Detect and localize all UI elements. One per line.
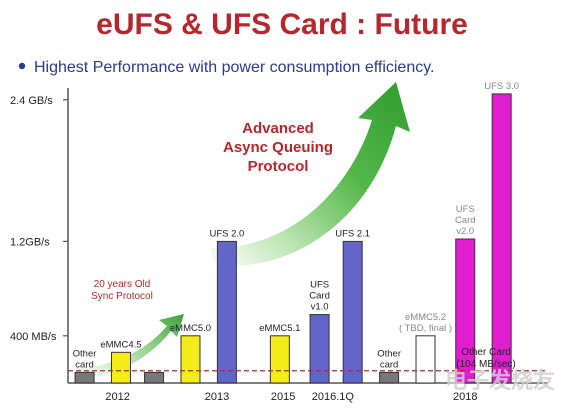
x-tick-label: 2018: [453, 391, 477, 403]
async-protocol-annotation: Async Queuing: [223, 139, 333, 156]
sync-protocol-annotation: Sync Protocol: [91, 291, 153, 302]
y-tick-label: 1.2GB/s: [10, 236, 50, 248]
bar-ufs-card-v10: [309, 314, 330, 384]
bar-label-ufs-card-v10: Card: [309, 291, 330, 302]
x-tick-labels: 2012 2013 2015 2016.1Q 2018: [105, 391, 477, 403]
bar-emmc50: [180, 335, 201, 384]
bar-label-ufs-card-v10: v1.0: [311, 302, 329, 313]
x-tick-label: 2016.1Q: [312, 391, 355, 403]
baseline-label: Other Card: [461, 347, 510, 358]
watermark: 电子发烧友: [445, 368, 555, 394]
bar-label-emmc50: eMMC5.0: [170, 323, 211, 334]
bar-label-ufs-card-v20: v2.0: [456, 226, 474, 237]
async-protocol-annotation: Protocol: [248, 158, 309, 175]
x-tick-label: 2012: [105, 391, 129, 403]
bar-emmc45: [110, 351, 131, 384]
bar-label-ufs-card-v10: UFS: [310, 280, 329, 291]
bar-emmc52: [415, 335, 436, 384]
bar-gray-2013: [144, 371, 165, 384]
bar-label-emmc52: eMMC5.2: [405, 312, 446, 323]
bars: [74, 93, 512, 384]
bar-label-ufs20: UFS 2.0: [209, 228, 244, 239]
bar-ufs-card-v20: [455, 238, 476, 384]
bar-label-other-card-2016: Other: [377, 348, 401, 359]
baseline-label: (104 MB/sec): [456, 359, 515, 370]
bar-label-other-card-2016: card: [380, 359, 398, 370]
baseline-group: Other Card(104 MB/sec): [68, 347, 548, 372]
bar-label-emmc45: eMMC4.5: [100, 339, 141, 350]
bar-label-emmc51: eMMC5.1: [259, 323, 300, 334]
bullet-icon: [18, 62, 26, 70]
bar-label-emmc52: ( TBD, final ): [399, 323, 452, 334]
bar-label-other-card-2012: card: [75, 359, 93, 370]
bar-label-ufs21: UFS 2.1: [335, 228, 370, 239]
x-tick-label: 2013: [205, 391, 229, 403]
bar-emmc51: [269, 335, 290, 384]
small-green-arrow-icon: [76, 314, 184, 378]
bar-label-ufs-card-v20: UFS: [456, 204, 475, 215]
y-tick-label: 400 MB/s: [10, 331, 57, 343]
bar-label-ufs-card-v20: Card: [455, 215, 476, 226]
bar-other-card-2012: [74, 371, 95, 384]
chart-subtitle: Highest Performance with power consumpti…: [34, 59, 434, 76]
async-protocol-annotation: Advanced: [242, 120, 314, 137]
bar-ufs20: [216, 240, 237, 384]
chart-title: eUFS & UFS Card : Future: [96, 8, 468, 41]
x-tick-label: 2015: [271, 391, 295, 403]
bar-ufs21: [342, 240, 363, 384]
bar-label-ufs30: UFS 3.0: [484, 81, 519, 92]
sync-protocol-annotation: 20 years Old: [94, 279, 151, 290]
y-ticks: 2.4 GB/s 1.2GB/s 400 MB/s: [10, 95, 68, 343]
bar-ufs30: [491, 93, 512, 384]
bar-label-other-card-2012: Other: [73, 348, 97, 359]
y-tick-label: 2.4 GB/s: [10, 95, 53, 107]
bar-other-card-2016: [379, 371, 400, 384]
